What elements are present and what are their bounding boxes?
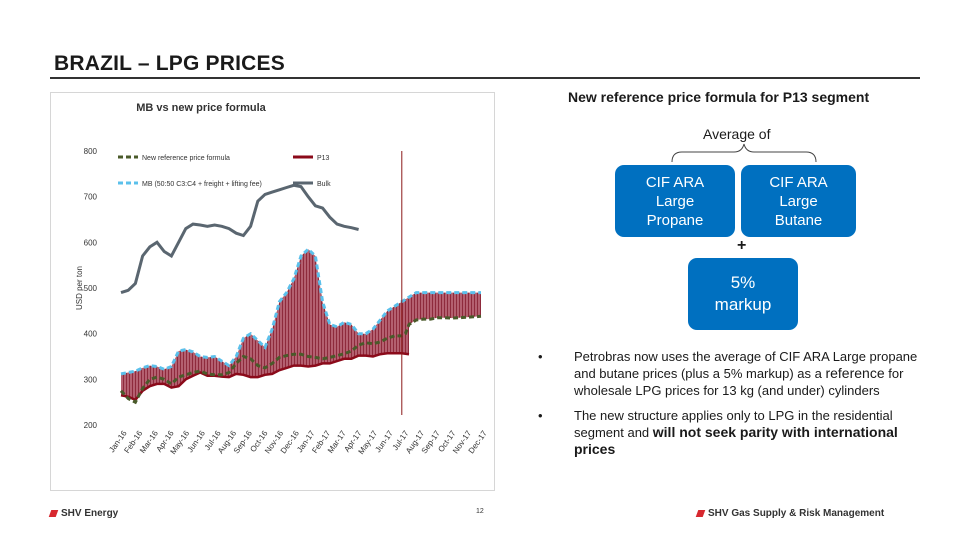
y-tick-label: 700	[84, 193, 98, 202]
legend-label: New reference price formula	[142, 155, 230, 162]
bullet-text-end: for wholesale LPG prices for 13 kg (and …	[574, 366, 904, 398]
series-formula-line	[119, 314, 482, 405]
legend-label: MB (50:50 C3:C4 + freight + lifting fee)	[142, 181, 262, 188]
butane-box: CIF ARA Large Butane	[741, 165, 856, 237]
bullet-item: • The new structure applies only to LPG …	[536, 407, 926, 458]
legend-label: P13	[317, 155, 330, 162]
spread-fill-area	[121, 249, 409, 400]
y-tick-label: 800	[84, 147, 98, 156]
y-tick-label: 400	[84, 330, 98, 339]
footer-left-text: SHV Energy	[61, 508, 119, 519]
curly-brace-icon	[671, 143, 817, 163]
bullet-dot: •	[538, 408, 543, 423]
price-chart: MB vs new price formula USD per ton 200 300…	[75, 102, 489, 456]
propane-box-label: CIF ARA Large Propane	[645, 173, 705, 229]
chart-panel: MB vs new price formula USD per ton 200 300…	[50, 92, 495, 491]
series-p13-line	[120, 352, 410, 402]
average-of-label: Average of	[703, 126, 771, 142]
spread-fill-area	[409, 292, 481, 325]
bullet-emphasis: will not seek parity with international …	[574, 424, 898, 457]
page-number: 12	[476, 508, 484, 515]
legend-label: Bulk	[317, 181, 331, 188]
bullet-list: • Petrobras now uses the average of CIF …	[536, 348, 926, 466]
plus-sign: +	[737, 237, 747, 254]
title-divider	[50, 77, 920, 79]
shv-flame-icon	[695, 510, 706, 517]
butane-box-label: CIF ARA Large Butane	[769, 173, 828, 229]
footer-left-brand: SHV Energy	[48, 508, 119, 519]
y-tick-label: 300	[84, 375, 98, 384]
y-tick-label: 200	[84, 421, 98, 430]
slide-title: BRAZIL – LPG PRICES	[54, 52, 285, 75]
series-mb-line	[120, 247, 481, 376]
y-axis-label: USD per ton	[75, 266, 84, 310]
footer-right-text: SHV Gas Supply & Risk Management	[708, 508, 885, 519]
bullet-item: • Petrobras now uses the average of CIF …	[536, 348, 926, 399]
shv-flame-icon	[48, 510, 59, 517]
y-tick-label: 600	[84, 238, 98, 247]
bullet-text: The new structure applies only to LPG in…	[574, 408, 893, 440]
series-bulk-line	[120, 183, 359, 295]
markup-box-label: 5% markup	[714, 273, 772, 314]
propane-box: CIF ARA Large Propane	[615, 165, 735, 237]
markup-box: 5% markup	[688, 258, 798, 330]
bullet-text: Petrobras now uses the average of CIF AR…	[574, 349, 918, 381]
right-heading: New reference price formula for P13 segm…	[568, 89, 870, 105]
chart-title: MB vs new price formula	[136, 102, 266, 114]
footer-right-brand: SHV Gas Supply & Risk Management	[695, 508, 885, 519]
bullet-dot: •	[538, 349, 543, 364]
x-tick-label: Jun-16	[186, 429, 208, 455]
y-tick-label: 500	[84, 284, 98, 293]
bullet-emphasis: reference	[825, 365, 885, 381]
